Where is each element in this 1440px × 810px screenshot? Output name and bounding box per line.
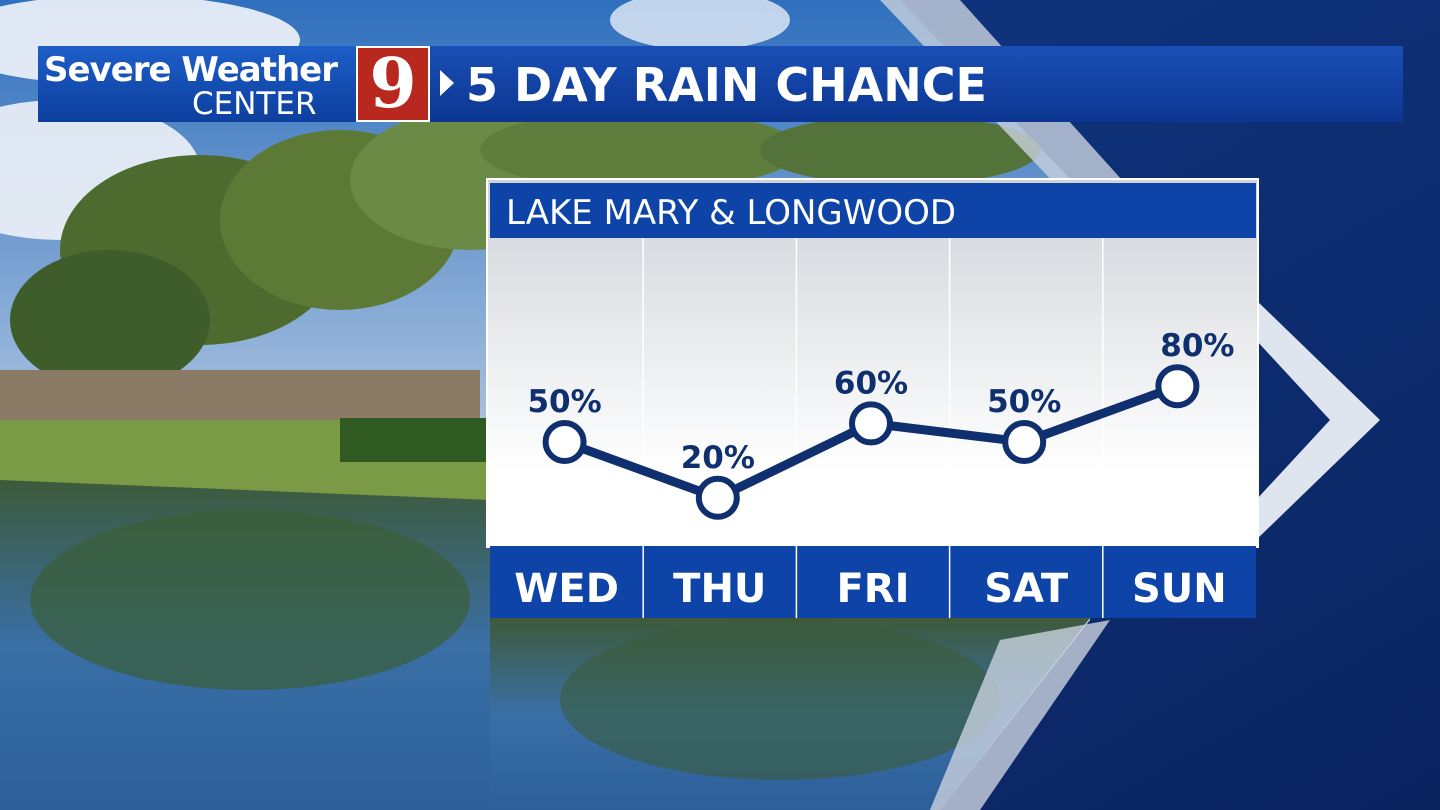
data-label-fri: 60% bbox=[834, 365, 908, 401]
banner-title: 5 DAY RAIN CHANCE bbox=[466, 58, 987, 112]
day-bar bbox=[490, 546, 1256, 618]
brand-line-2: CENTER bbox=[192, 86, 317, 122]
data-label-sun: 80% bbox=[1160, 328, 1234, 364]
day-label-sat: SAT bbox=[984, 566, 1069, 612]
panel-header bbox=[490, 183, 1256, 238]
play-arrow-icon bbox=[440, 70, 454, 96]
day-label-thu: THU bbox=[673, 566, 767, 612]
data-label-thu: 20% bbox=[681, 440, 755, 476]
data-point-thu bbox=[695, 475, 740, 520]
brand-line-1: Severe Weather bbox=[44, 50, 338, 90]
brand-banner bbox=[38, 46, 356, 122]
day-label-fri: FRI bbox=[836, 566, 910, 612]
logo-number: 9 bbox=[369, 44, 417, 124]
day-label-wed: WED bbox=[514, 566, 619, 612]
channel-logo: 9 bbox=[356, 44, 430, 124]
panel-title: LAKE MARY & LONGWOOD bbox=[506, 193, 957, 233]
title-banner bbox=[430, 46, 1403, 122]
data-point-wed bbox=[542, 420, 587, 464]
data-point-sun bbox=[1155, 364, 1200, 409]
data-label-wed: 50% bbox=[527, 384, 601, 420]
data-label-sat: 50% bbox=[987, 384, 1061, 420]
chart-panel bbox=[488, 180, 1257, 546]
data-point-fri bbox=[849, 401, 893, 446]
day-label-sun: SUN bbox=[1132, 566, 1227, 612]
data-point-sat bbox=[1002, 420, 1047, 464]
